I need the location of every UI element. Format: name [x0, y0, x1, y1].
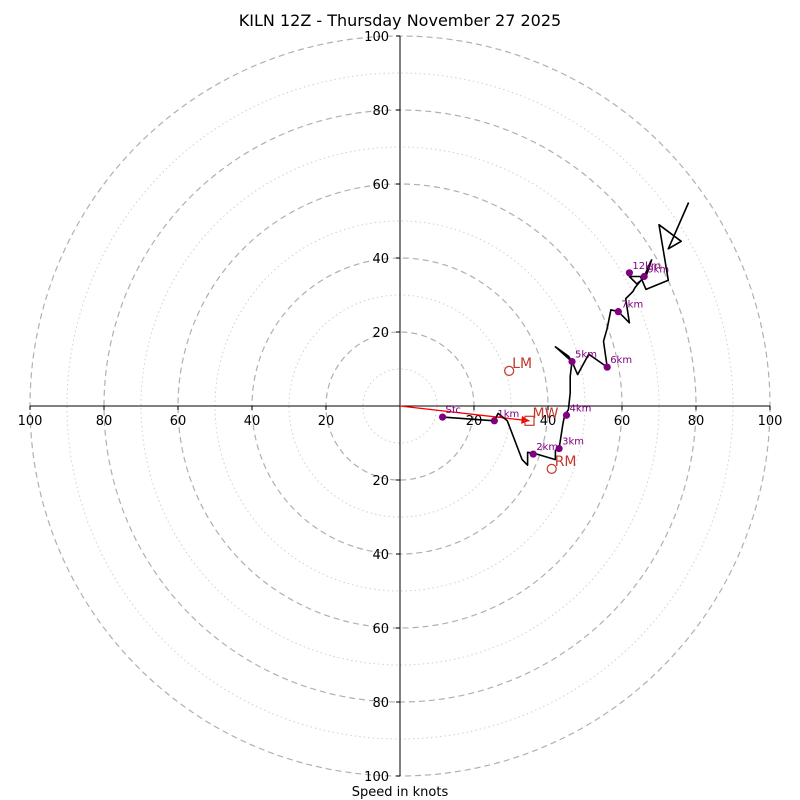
height-point-Sfc — [438, 413, 447, 421]
height-label-9km: 9km — [647, 265, 669, 276]
vector-shaft — [399, 405, 530, 422]
x-tick-label: 100 — [758, 414, 783, 429]
x-tick-label: 60 — [170, 414, 187, 429]
y-tick-label: 20 — [372, 326, 389, 341]
right-mover-marker — [546, 463, 557, 474]
y-tick-label: 40 — [372, 548, 389, 563]
height-label-6km: 6km — [610, 355, 632, 366]
mean-wind-marker — [524, 415, 535, 426]
mean-wind-label: MW — [533, 406, 559, 422]
y-tick-label: 60 — [372, 178, 389, 193]
height-point-4km — [562, 411, 571, 419]
height-label-2km: 2km — [536, 442, 558, 453]
height-label-5km: 5km — [575, 350, 597, 361]
left-mover-marker — [504, 365, 515, 376]
x-tick-label: 60 — [614, 414, 631, 429]
y-tick-label: 80 — [372, 104, 389, 119]
hodograph-trace — [442, 202, 690, 467]
storm-motion-markers: LM MW RM — [504, 356, 577, 474]
tick-labels: 100 80 60 40 20 20 40 60 80 100 20 40 60 80 100 20 40 60 8… — [18, 30, 783, 785]
height-point-7km — [614, 308, 622, 316]
x-tick-label: 80 — [688, 414, 705, 429]
height-point-3km — [555, 444, 563, 453]
y-tick-label: 40 — [372, 252, 389, 267]
wind-trace-line — [442, 202, 690, 467]
x-tick-label: 40 — [540, 414, 557, 429]
height-point-6km — [603, 363, 611, 371]
chart-title: KILN 12Z - Thursday November 27 2025 — [239, 11, 561, 30]
height-label-Sfc: Sfc — [446, 405, 461, 416]
height-point-1km — [490, 417, 498, 425]
left-mover-label: LM — [512, 356, 532, 372]
height-point-5km — [568, 358, 576, 366]
x-tick-label: 20 — [318, 414, 335, 429]
y-tick-label: 20 — [372, 474, 389, 489]
height-label-4km: 4km — [570, 403, 592, 414]
height-point-12km — [625, 269, 634, 277]
height-label-12km: 12km — [632, 261, 660, 272]
height-point-2km — [529, 450, 537, 458]
x-tick-label: 100 — [18, 414, 43, 429]
height-label-1km: 1km — [497, 409, 519, 420]
height-label-3km: 3km — [562, 437, 584, 448]
x-tick-label: 20 — [466, 414, 483, 429]
height-label-7km: 7km — [621, 300, 643, 311]
x-tick-label: 40 — [244, 414, 261, 429]
height-point-9km — [640, 272, 648, 281]
y-tick-label: 100 — [364, 30, 389, 45]
right-mover-label: RM — [555, 454, 577, 470]
x-tick-label: 80 — [96, 414, 113, 429]
y-tick-label: 60 — [372, 622, 389, 637]
y-tick-label: 80 — [372, 696, 389, 711]
x-axis-label: Speed in knots — [352, 785, 449, 800]
y-tick-label: 100 — [364, 770, 389, 785]
